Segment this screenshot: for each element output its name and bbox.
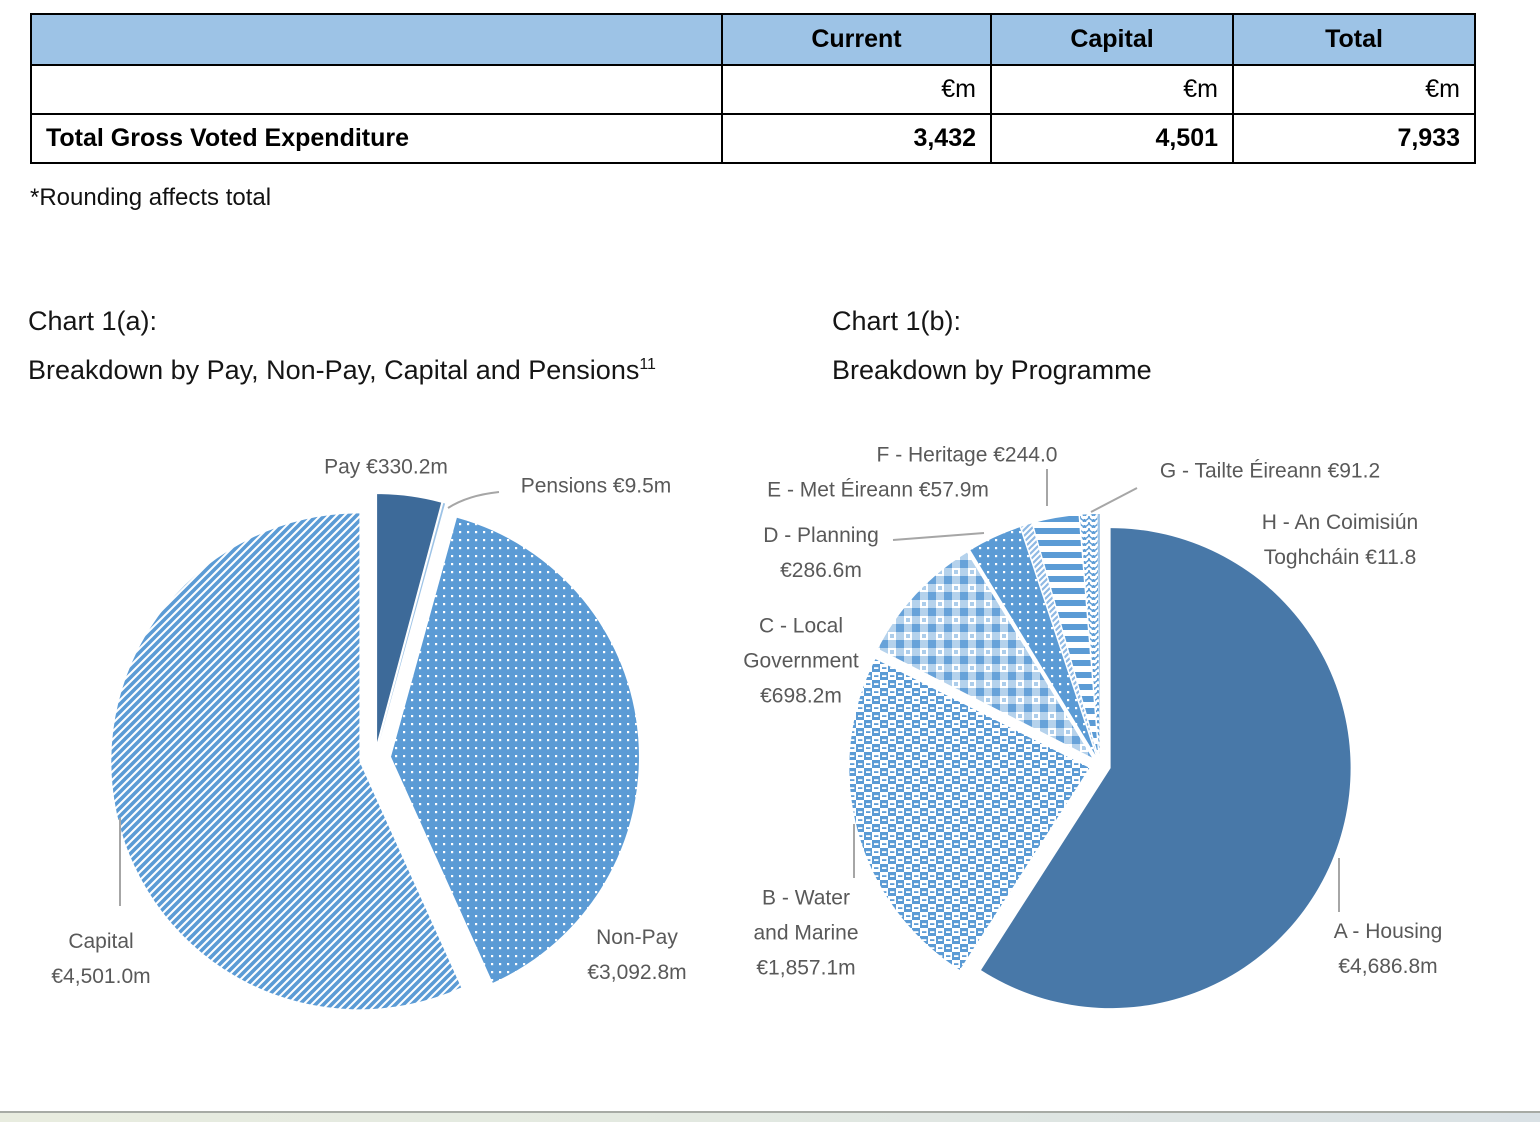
pie-label-line: €1,857.1m (756, 956, 856, 980)
pie-slice-f-heritage (1032, 515, 1099, 755)
pie-label-line: Non-Pay (596, 926, 678, 949)
footnote-reference: 11 (639, 356, 656, 373)
pie-chart-pay-nonpay-capital-pensions (111, 494, 639, 1010)
expenditure-summary-table: Current Capital Total €m €m €m Total Gro… (30, 13, 1476, 164)
row-label: Total Gross Voted Expenditure (30, 113, 723, 164)
pie-label-line: Pensions €9.5m (520, 474, 672, 498)
chart-b-title-line2: Breakdown by Programme (832, 355, 1152, 385)
column-header-capital: Capital (990, 13, 1234, 66)
pie-label-h-an-coimisi-n-toghch-in: H - An Coimisiún Toghcháin €11.8 (1262, 505, 1418, 575)
pie-label-g-tailte-ireann: G - Tailte Éireann €91.2 (1160, 454, 1380, 489)
chart-a-title-line2: Breakdown by Pay, Non-Pay, Capital and P… (28, 355, 656, 386)
table-corner-cell (30, 13, 723, 66)
pie-label-f-heritage: F - Heritage €244.0 (877, 438, 1058, 473)
pie-slice-b-water-and-marine (849, 659, 1090, 970)
pie-label-e-met-ireann: E - Met Éireann €57.9m (767, 473, 989, 508)
pie-label-line: B - Water (762, 886, 850, 910)
pie-label-pay: Pay €330.2m (324, 450, 448, 485)
pie-label-c-local-government: C - Local Government €698.2m (743, 609, 859, 714)
pie-label-line: €3,092.8m (587, 961, 687, 984)
pie-label-line: Capital (68, 930, 134, 953)
pie-slice-c-local-government (878, 552, 1092, 758)
pie-label-a-housing: A - Housing €4,686.8m (1334, 914, 1443, 984)
pie-label-line: Pay €330.2m (324, 455, 448, 479)
unit-cell-total: €m (1232, 64, 1476, 115)
pie-label-line: €698.2m (760, 684, 842, 708)
pie-label-capital: Capital €4,501.0m (51, 924, 150, 994)
pie-label-line: €286.6m (780, 559, 862, 582)
pie-label-line: A - Housing (1333, 920, 1443, 943)
value-current: 3,432 (721, 113, 992, 164)
unit-cell-capital: €m (990, 64, 1234, 115)
pie-label-line: F - Heritage €244.0 (876, 443, 1058, 467)
leader-line-planning (892, 532, 985, 541)
pie-label-line: and Marine (753, 921, 859, 945)
unit-cell-empty (30, 64, 723, 115)
unit-cell-current: €m (721, 64, 992, 115)
pie-label-line: €4,686.8m (1338, 955, 1438, 978)
pie-slice-non-pay (391, 517, 639, 983)
pie-label-line: G - Tailte Éireann €91.2 (1159, 459, 1381, 483)
pie-label-line: C - Local (758, 614, 844, 638)
table-header-row: Current Capital Total (30, 13, 1476, 66)
value-total: 7,933 (1232, 113, 1476, 164)
column-header-total: Total (1232, 13, 1476, 66)
leader-line-tailte-eireann (1090, 487, 1138, 513)
pie-label-line: €4,501.0m (51, 965, 151, 988)
rounding-footnote: *Rounding affects total (30, 184, 272, 211)
pie-slice-pensions (379, 503, 446, 743)
leader-lines (119, 469, 1340, 912)
chart-a-title-line1: Chart 1(a): (28, 306, 158, 336)
pie-slice-a-housing (981, 528, 1351, 1009)
pie-slice-d-planning (970, 527, 1096, 755)
pie-chart-programme (849, 513, 1351, 1009)
pie-slice-g-tailte-ireann (1079, 514, 1100, 754)
pie-label-line: D - Planning (763, 524, 879, 547)
pie-label-line: Government (743, 649, 859, 673)
pie-label-line: E - Met Éireann €57.9m (767, 478, 989, 502)
table-data-row: Total Gross Voted Expenditure 3,432 4,50… (30, 113, 1476, 164)
pie-slice-h-an-coimisi-n-toghch-in (1097, 513, 1100, 754)
pie-label-d-planning: D - Planning €286.6m (763, 518, 879, 588)
chart-a-title-text: Breakdown by Pay, Non-Pay, Capital and P… (28, 355, 640, 385)
page-edge-band (0, 1111, 1540, 1122)
pie-label-line: Toghcháin €11.8 (1263, 546, 1417, 569)
pie-label-non-pay: Non-Pay €3,092.8m (587, 920, 686, 990)
chart-b-title-line1: Chart 1(b): (832, 306, 962, 336)
value-capital: 4,501 (990, 113, 1234, 164)
pie-slice-e-met-ireann (1021, 523, 1097, 755)
pie-slice-capital (111, 513, 462, 1010)
column-header-current: Current (721, 13, 992, 66)
pie-slice-pay (377, 494, 442, 743)
pie-label-line: H - An Coimisiún (1261, 511, 1419, 534)
pie-label-pensions: Pensions €9.5m (521, 469, 672, 504)
pie-label-b-water-and-marine: B - Water and Marine €1,857.1m (753, 881, 858, 986)
table-unit-row: €m €m €m (30, 64, 1476, 115)
leader-line-pensions (447, 491, 500, 509)
